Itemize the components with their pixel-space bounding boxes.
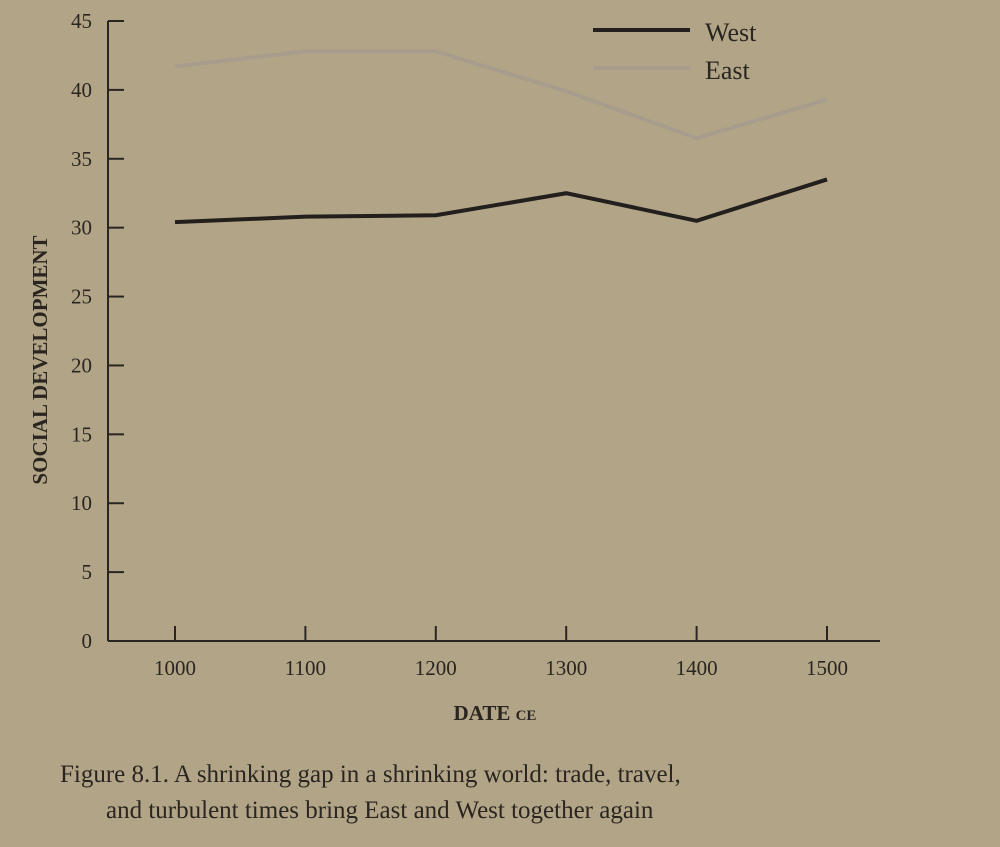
y-tick-label: 30 bbox=[71, 216, 92, 240]
series-line-east bbox=[174, 49, 828, 141]
series-line-west bbox=[174, 177, 828, 225]
x-tick-label: 1100 bbox=[285, 656, 326, 680]
x-axis-label-suffix: CE bbox=[516, 708, 537, 724]
x-tick-label: 1000 bbox=[154, 656, 196, 680]
x-tick-label: 1500 bbox=[806, 656, 848, 680]
x-tick-label: 1200 bbox=[415, 656, 457, 680]
y-tick-label: 45 bbox=[71, 9, 92, 33]
legend-label-west: West bbox=[705, 18, 757, 47]
legend-label-east: East bbox=[705, 56, 751, 85]
y-tick-label: 25 bbox=[71, 285, 92, 309]
y-tick-label: 20 bbox=[71, 353, 92, 377]
figure-caption: Figure 8.1. A shrinking gap in a shrinki… bbox=[60, 757, 940, 829]
caption-line-2: and turbulent times bring East and West … bbox=[106, 797, 654, 824]
caption-line-1: Figure 8.1. A shrinking gap in a shrinki… bbox=[60, 761, 681, 788]
line-chart: 0 5 10 15 20 25 30 35 40 45 1000 1100 1200 1300 1400 15… bbox=[28, 9, 880, 725]
y-tick-label: 0 bbox=[82, 629, 93, 653]
y-axis-label: SOCIAL DEVELOPMENT bbox=[28, 235, 52, 484]
y-tick-label: 35 bbox=[71, 147, 92, 171]
y-tick-label: 5 bbox=[82, 560, 93, 584]
y-tick-label: 15 bbox=[71, 422, 92, 446]
y-tick-label: 40 bbox=[71, 78, 92, 102]
x-tick-label: 1300 bbox=[545, 656, 587, 680]
y-tick-label: 10 bbox=[71, 491, 92, 515]
x-tick-label: 1400 bbox=[676, 656, 718, 680]
x-axis-label: DATE CE bbox=[454, 701, 537, 725]
